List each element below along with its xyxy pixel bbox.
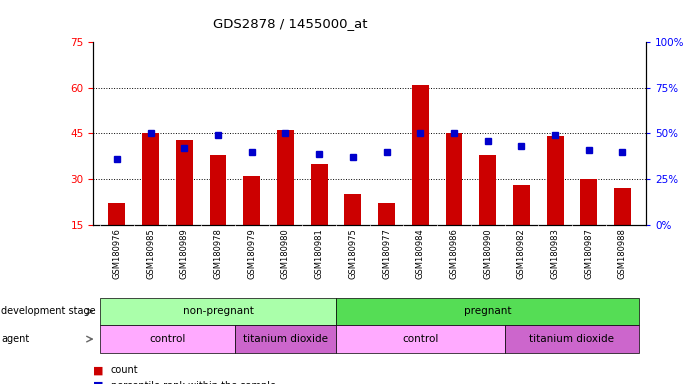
Text: GSM180990: GSM180990 <box>483 228 492 279</box>
Text: control: control <box>149 334 186 344</box>
Text: GSM180977: GSM180977 <box>382 228 391 279</box>
Text: pregnant: pregnant <box>464 306 511 316</box>
Bar <box>513 185 530 225</box>
Text: GSM180980: GSM180980 <box>281 228 290 279</box>
Text: GSM180983: GSM180983 <box>551 228 560 279</box>
Text: GSM180984: GSM180984 <box>416 228 425 279</box>
Text: GSM180978: GSM180978 <box>214 228 223 279</box>
Bar <box>580 179 597 225</box>
Bar <box>344 194 361 225</box>
Text: GSM180982: GSM180982 <box>517 228 526 279</box>
Bar <box>412 85 428 225</box>
Text: GSM180988: GSM180988 <box>618 228 627 279</box>
Text: GSM180976: GSM180976 <box>113 228 122 279</box>
Text: GSM180975: GSM180975 <box>348 228 357 279</box>
Text: GDS2878 / 1455000_at: GDS2878 / 1455000_at <box>213 17 368 30</box>
Text: count: count <box>111 365 138 375</box>
Bar <box>142 134 159 225</box>
Text: GSM180989: GSM180989 <box>180 228 189 279</box>
Text: agent: agent <box>1 334 30 344</box>
Text: ■: ■ <box>93 381 104 384</box>
Text: GSM180979: GSM180979 <box>247 228 256 279</box>
Text: non-pregnant: non-pregnant <box>182 306 254 316</box>
Bar <box>108 204 125 225</box>
Bar <box>480 155 496 225</box>
Bar <box>311 164 328 225</box>
Text: control: control <box>402 334 438 344</box>
Text: ■: ■ <box>93 365 104 375</box>
Bar <box>243 176 260 225</box>
Bar <box>176 139 193 225</box>
Text: GSM180985: GSM180985 <box>146 228 155 279</box>
Bar <box>446 134 462 225</box>
Bar <box>277 131 294 225</box>
Bar <box>614 188 631 225</box>
Bar <box>378 204 395 225</box>
Text: titanium dioxide: titanium dioxide <box>529 334 614 344</box>
Text: GSM180986: GSM180986 <box>449 228 458 279</box>
Bar <box>547 136 563 225</box>
Text: percentile rank within the sample: percentile rank within the sample <box>111 381 276 384</box>
Bar <box>209 155 227 225</box>
Text: development stage: development stage <box>1 306 96 316</box>
Text: GSM180981: GSM180981 <box>314 228 323 279</box>
Text: GSM180987: GSM180987 <box>585 228 594 279</box>
Text: titanium dioxide: titanium dioxide <box>243 334 328 344</box>
